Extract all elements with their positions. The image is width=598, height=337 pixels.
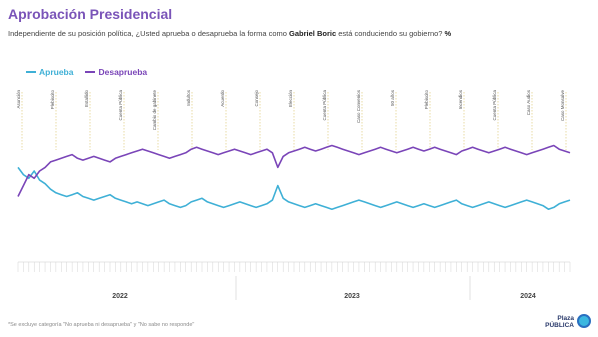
annotation-label: Caso Audios xyxy=(526,89,531,115)
subtitle-question-end: está conduciendo su gobierno? xyxy=(336,29,445,38)
annotation-label: Acuerdo xyxy=(220,90,225,107)
legend-item-aprueba: Aprueba xyxy=(26,67,73,77)
legend-swatch-aprueba xyxy=(26,71,36,73)
chart-subtitle: Independiente de su posición política, ¿… xyxy=(8,29,528,39)
annotation-label: Incendios xyxy=(458,89,463,109)
annotation-label: Caso Convenios xyxy=(356,89,361,123)
annotation-label: Asunción xyxy=(16,90,21,109)
plaza-publica-logo: Plaza PÚBLICA xyxy=(540,313,592,333)
chart-title: Aprobación Presidencial xyxy=(8,6,173,22)
x-axis-year-label: 2023 xyxy=(344,293,360,300)
subtitle-question: Independiente de su posición política, ¿… xyxy=(8,29,290,38)
series-line-desaprueba xyxy=(17,144,571,197)
annotation-label: Cuenta Pública xyxy=(118,90,123,121)
annotation-label: Cuenta Pública xyxy=(322,90,327,121)
annotation-label: Plebiscito xyxy=(50,90,55,110)
legend-item-desaprueba: Desaprueba xyxy=(85,67,147,77)
footnote: *Se excluye categoría "No aprueba ni des… xyxy=(8,322,195,328)
annotation-label: 50 años xyxy=(390,89,395,106)
annotation-label: Consejo xyxy=(254,90,259,107)
annotation-label: Estallido xyxy=(84,90,89,108)
x-axis-year-label: 2022 xyxy=(112,293,128,300)
x-axis-year-label: 2024 xyxy=(520,293,536,300)
logo-circle-icon xyxy=(577,314,591,328)
annotation-label: Elección xyxy=(288,90,293,108)
subtitle-president-name: Gabriel Boric xyxy=(289,29,337,38)
legend-label-aprueba: Aprueba xyxy=(39,67,74,77)
annotation-label: Plebiscito xyxy=(424,90,429,110)
annotation-label: Cambio de gabinete xyxy=(152,90,157,131)
annotation-label: Indultos xyxy=(186,89,191,106)
subtitle-unit: % xyxy=(444,29,452,38)
series-line-aprueba xyxy=(17,166,571,210)
annotation-label: Cuenta Pública xyxy=(492,90,497,121)
legend-swatch-desaprueba xyxy=(85,71,96,73)
legend-label-desaprueba: Desaprueba xyxy=(98,67,148,77)
logo-text: Plaza PÚBLICA xyxy=(545,315,574,329)
chart-legend: Aprueba Desaprueba xyxy=(26,67,147,77)
annotation-label: Caso Monsalve xyxy=(560,90,565,122)
